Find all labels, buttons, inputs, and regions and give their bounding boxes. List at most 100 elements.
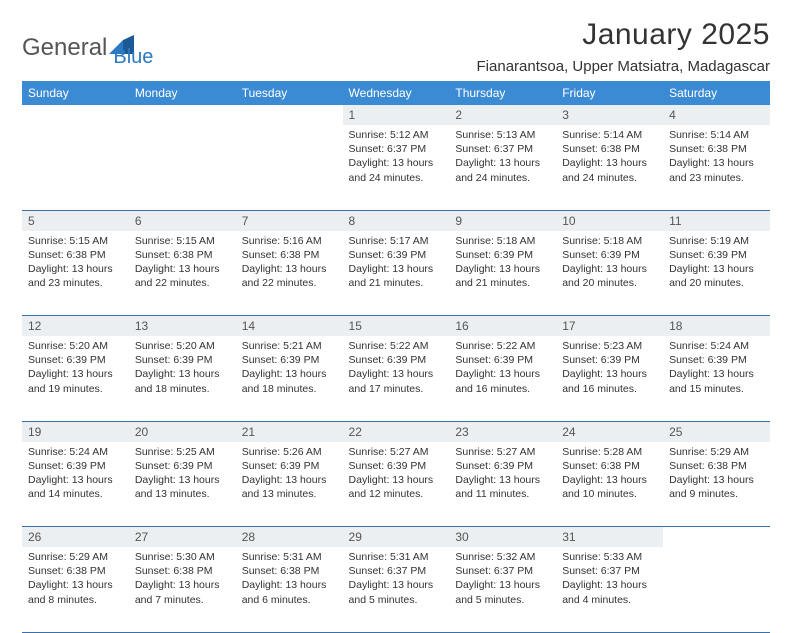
day-number: 13 [129,316,236,336]
day-number [663,527,770,547]
day-details: Sunrise: 5:15 AMSunset: 6:38 PMDaylight:… [22,231,129,297]
day-cell: Sunrise: 5:32 AMSunset: 6:37 PMDaylight:… [449,547,556,632]
day-number: 31 [556,527,663,547]
day-cell: Sunrise: 5:20 AMSunset: 6:39 PMDaylight:… [129,336,236,421]
day-cell: Sunrise: 5:29 AMSunset: 6:38 PMDaylight:… [663,442,770,527]
day-number: 15 [343,316,450,336]
day-details: Sunrise: 5:18 AMSunset: 6:39 PMDaylight:… [449,231,556,297]
week-body-row: Sunrise: 5:24 AMSunset: 6:39 PMDaylight:… [22,442,770,527]
daynum-cell: 16 [449,316,556,337]
day-details: Sunrise: 5:22 AMSunset: 6:39 PMDaylight:… [449,336,556,402]
day-cell: Sunrise: 5:21 AMSunset: 6:39 PMDaylight:… [236,336,343,421]
daynum-cell: 26 [22,527,129,548]
daynum-cell: 25 [663,421,770,442]
week-daynum-row: 262728293031 [22,527,770,548]
day-header: Friday [556,81,663,105]
day-cell: Sunrise: 5:30 AMSunset: 6:38 PMDaylight:… [129,547,236,632]
day-number: 17 [556,316,663,336]
day-details: Sunrise: 5:24 AMSunset: 6:39 PMDaylight:… [22,442,129,508]
day-cell: Sunrise: 5:20 AMSunset: 6:39 PMDaylight:… [22,336,129,421]
day-number: 20 [129,422,236,442]
day-number: 10 [556,211,663,231]
day-number [129,105,236,125]
logo-text-general: General [22,34,107,62]
day-cell: Sunrise: 5:24 AMSunset: 6:39 PMDaylight:… [22,442,129,527]
day-cell: Sunrise: 5:22 AMSunset: 6:39 PMDaylight:… [449,336,556,421]
daynum-cell [236,105,343,125]
daynum-cell: 31 [556,527,663,548]
day-details: Sunrise: 5:14 AMSunset: 6:38 PMDaylight:… [556,125,663,191]
daynum-cell: 5 [22,210,129,231]
day-number: 8 [343,211,450,231]
day-details: Sunrise: 5:24 AMSunset: 6:39 PMDaylight:… [663,336,770,402]
day-cell [22,125,129,210]
logo-text-blue: Blue [113,46,153,69]
daynum-cell: 30 [449,527,556,548]
daynum-cell: 11 [663,210,770,231]
day-number: 4 [663,105,770,125]
day-number [236,105,343,125]
day-cell: Sunrise: 5:12 AMSunset: 6:37 PMDaylight:… [343,125,450,210]
day-number: 14 [236,316,343,336]
daynum-cell: 13 [129,316,236,337]
daynum-cell: 2 [449,105,556,125]
day-number: 19 [22,422,129,442]
day-cell [129,125,236,210]
day-cell: Sunrise: 5:23 AMSunset: 6:39 PMDaylight:… [556,336,663,421]
day-details: Sunrise: 5:31 AMSunset: 6:38 PMDaylight:… [236,547,343,613]
day-cell: Sunrise: 5:25 AMSunset: 6:39 PMDaylight:… [129,442,236,527]
daynum-cell: 21 [236,421,343,442]
day-number: 30 [449,527,556,547]
daynum-cell: 23 [449,421,556,442]
daynum-cell: 3 [556,105,663,125]
week-daynum-row: 1234 [22,105,770,125]
day-cell: Sunrise: 5:13 AMSunset: 6:37 PMDaylight:… [449,125,556,210]
daynum-cell: 17 [556,316,663,337]
day-number: 25 [663,422,770,442]
day-cell: Sunrise: 5:26 AMSunset: 6:39 PMDaylight:… [236,442,343,527]
day-details: Sunrise: 5:23 AMSunset: 6:39 PMDaylight:… [556,336,663,402]
day-details: Sunrise: 5:20 AMSunset: 6:39 PMDaylight:… [22,336,129,402]
week-daynum-row: 567891011 [22,210,770,231]
daynum-cell [129,105,236,125]
day-header: Saturday [663,81,770,105]
daynum-cell: 1 [343,105,450,125]
day-cell: Sunrise: 5:15 AMSunset: 6:38 PMDaylight:… [22,231,129,316]
logo: General Blue [22,26,153,69]
day-cell [663,547,770,632]
day-number: 1 [343,105,450,125]
daynum-cell: 7 [236,210,343,231]
daynum-cell: 19 [22,421,129,442]
day-cell: Sunrise: 5:31 AMSunset: 6:37 PMDaylight:… [343,547,450,632]
day-number: 23 [449,422,556,442]
week-body-row: Sunrise: 5:29 AMSunset: 6:38 PMDaylight:… [22,547,770,632]
day-number: 18 [663,316,770,336]
day-details: Sunrise: 5:15 AMSunset: 6:38 PMDaylight:… [129,231,236,297]
daynum-cell [22,105,129,125]
day-details: Sunrise: 5:30 AMSunset: 6:38 PMDaylight:… [129,547,236,613]
day-cell: Sunrise: 5:27 AMSunset: 6:39 PMDaylight:… [343,442,450,527]
daynum-cell: 8 [343,210,450,231]
day-cell: Sunrise: 5:14 AMSunset: 6:38 PMDaylight:… [663,125,770,210]
day-cell [236,125,343,210]
daynum-cell: 9 [449,210,556,231]
day-number: 2 [449,105,556,125]
week-body-row: Sunrise: 5:15 AMSunset: 6:38 PMDaylight:… [22,231,770,316]
day-header: Thursday [449,81,556,105]
day-details: Sunrise: 5:14 AMSunset: 6:38 PMDaylight:… [663,125,770,191]
daynum-cell: 10 [556,210,663,231]
day-details: Sunrise: 5:19 AMSunset: 6:39 PMDaylight:… [663,231,770,297]
day-details: Sunrise: 5:25 AMSunset: 6:39 PMDaylight:… [129,442,236,508]
day-number: 5 [22,211,129,231]
daynum-cell: 24 [556,421,663,442]
day-details: Sunrise: 5:22 AMSunset: 6:39 PMDaylight:… [343,336,450,402]
day-details: Sunrise: 5:20 AMSunset: 6:39 PMDaylight:… [129,336,236,402]
day-cell: Sunrise: 5:27 AMSunset: 6:39 PMDaylight:… [449,442,556,527]
daynum-cell: 22 [343,421,450,442]
day-cell: Sunrise: 5:14 AMSunset: 6:38 PMDaylight:… [556,125,663,210]
day-details: Sunrise: 5:16 AMSunset: 6:38 PMDaylight:… [236,231,343,297]
day-cell: Sunrise: 5:15 AMSunset: 6:38 PMDaylight:… [129,231,236,316]
day-number: 6 [129,211,236,231]
daynum-cell: 18 [663,316,770,337]
day-cell: Sunrise: 5:33 AMSunset: 6:37 PMDaylight:… [556,547,663,632]
